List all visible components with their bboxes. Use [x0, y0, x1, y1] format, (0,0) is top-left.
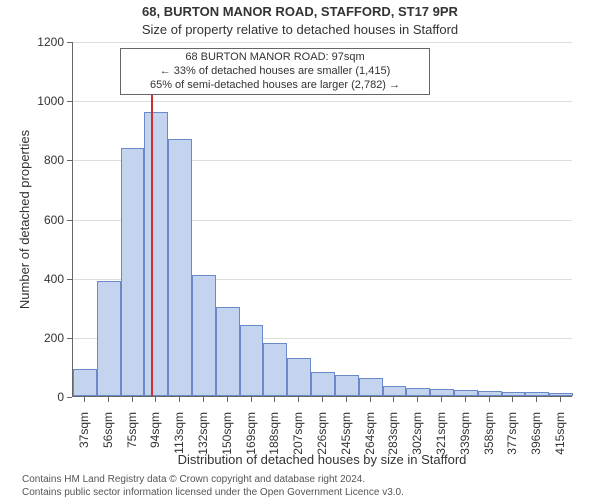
- x-tick-label: 339sqm: [458, 412, 472, 462]
- x-tick-mark: [560, 397, 561, 402]
- x-tick-mark: [298, 397, 299, 402]
- x-tick-label: 75sqm: [125, 412, 139, 462]
- y-tick-label: 200: [28, 331, 64, 345]
- histogram-bar: [216, 307, 240, 396]
- property-marker-line: [151, 88, 153, 396]
- histogram-bar: [406, 388, 430, 396]
- gridline: [73, 42, 572, 43]
- histogram-bar: [335, 375, 359, 396]
- x-tick-mark: [512, 397, 513, 402]
- chart-title-address: 68, BURTON MANOR ROAD, STAFFORD, ST17 9P…: [0, 4, 600, 19]
- x-tick-mark: [489, 397, 490, 402]
- y-tick-mark: [67, 160, 72, 161]
- x-tick-label: 94sqm: [148, 412, 162, 462]
- histogram-bar: [311, 372, 335, 396]
- histogram-bar: [549, 393, 573, 396]
- chart-subtitle: Size of property relative to detached ho…: [0, 22, 600, 37]
- histogram-bar: [525, 392, 549, 396]
- x-tick-label: 302sqm: [410, 412, 424, 462]
- x-tick-label: 169sqm: [244, 412, 258, 462]
- y-tick-mark: [67, 397, 72, 398]
- histogram-bar: [502, 392, 526, 396]
- x-tick-mark: [251, 397, 252, 402]
- x-tick-label: 377sqm: [505, 412, 519, 462]
- histogram-bar: [97, 281, 121, 396]
- x-tick-label: 188sqm: [267, 412, 281, 462]
- x-tick-label: 321sqm: [434, 412, 448, 462]
- y-tick-mark: [67, 338, 72, 339]
- histogram-bar: [240, 325, 264, 396]
- x-tick-label: 226sqm: [315, 412, 329, 462]
- histogram-bar: [121, 148, 145, 397]
- gridline: [73, 101, 572, 102]
- x-tick-label: 264sqm: [363, 412, 377, 462]
- x-tick-mark: [536, 397, 537, 402]
- x-tick-mark: [274, 397, 275, 402]
- histogram-bar: [287, 358, 311, 396]
- histogram-bar: [359, 378, 383, 396]
- histogram-bar: [430, 389, 454, 396]
- annotation-line: ← 33% of detached houses are smaller (1,…: [125, 65, 425, 79]
- x-tick-label: 207sqm: [291, 412, 305, 462]
- y-tick-label: 1200: [28, 35, 64, 49]
- y-tick-label: 1000: [28, 94, 64, 108]
- x-tick-mark: [370, 397, 371, 402]
- y-tick-label: 600: [28, 213, 64, 227]
- x-tick-label: 283sqm: [386, 412, 400, 462]
- x-tick-mark: [322, 397, 323, 402]
- y-tick-mark: [67, 279, 72, 280]
- x-tick-mark: [132, 397, 133, 402]
- footer-line: Contains HM Land Registry data © Crown c…: [22, 473, 404, 486]
- footer-attribution: Contains HM Land Registry data © Crown c…: [22, 473, 404, 499]
- x-tick-label: 358sqm: [482, 412, 496, 462]
- x-tick-mark: [84, 397, 85, 402]
- histogram-bar: [263, 343, 287, 396]
- y-tick-label: 400: [28, 272, 64, 286]
- y-tick-label: 800: [28, 153, 64, 167]
- histogram-bar: [73, 369, 97, 396]
- x-tick-mark: [108, 397, 109, 402]
- annotation-line: 65% of semi-detached houses are larger (…: [125, 79, 425, 93]
- x-tick-label: 56sqm: [101, 412, 115, 462]
- x-tick-label: 150sqm: [220, 412, 234, 462]
- x-tick-label: 37sqm: [77, 412, 91, 462]
- footer-line: Contains public sector information licen…: [22, 486, 404, 499]
- y-tick-mark: [67, 42, 72, 43]
- y-tick-mark: [67, 220, 72, 221]
- annotation-box: 68 BURTON MANOR ROAD: 97sqm ← 33% of det…: [120, 48, 430, 95]
- x-tick-mark: [155, 397, 156, 402]
- histogram-bar: [478, 391, 502, 396]
- plot-area: [72, 42, 572, 397]
- x-tick-mark: [441, 397, 442, 402]
- x-tick-label: 113sqm: [172, 412, 186, 462]
- y-tick-label: 0: [28, 390, 64, 404]
- x-tick-mark: [203, 397, 204, 402]
- x-tick-label: 415sqm: [553, 412, 567, 462]
- x-tick-label: 132sqm: [196, 412, 210, 462]
- histogram-bar: [144, 112, 168, 396]
- x-tick-label: 245sqm: [339, 412, 353, 462]
- x-tick-mark: [417, 397, 418, 402]
- histogram-bar: [168, 139, 192, 396]
- histogram-bar: [192, 275, 216, 396]
- x-tick-mark: [179, 397, 180, 402]
- histogram-bar: [454, 390, 478, 396]
- y-tick-mark: [67, 101, 72, 102]
- x-tick-mark: [465, 397, 466, 402]
- histogram-bar: [383, 386, 407, 396]
- x-tick-mark: [346, 397, 347, 402]
- annotation-line: 68 BURTON MANOR ROAD: 97sqm: [125, 51, 425, 65]
- chart-canvas: 68, BURTON MANOR ROAD, STAFFORD, ST17 9P…: [0, 0, 600, 500]
- x-tick-label: 396sqm: [529, 412, 543, 462]
- x-tick-mark: [393, 397, 394, 402]
- x-tick-mark: [227, 397, 228, 402]
